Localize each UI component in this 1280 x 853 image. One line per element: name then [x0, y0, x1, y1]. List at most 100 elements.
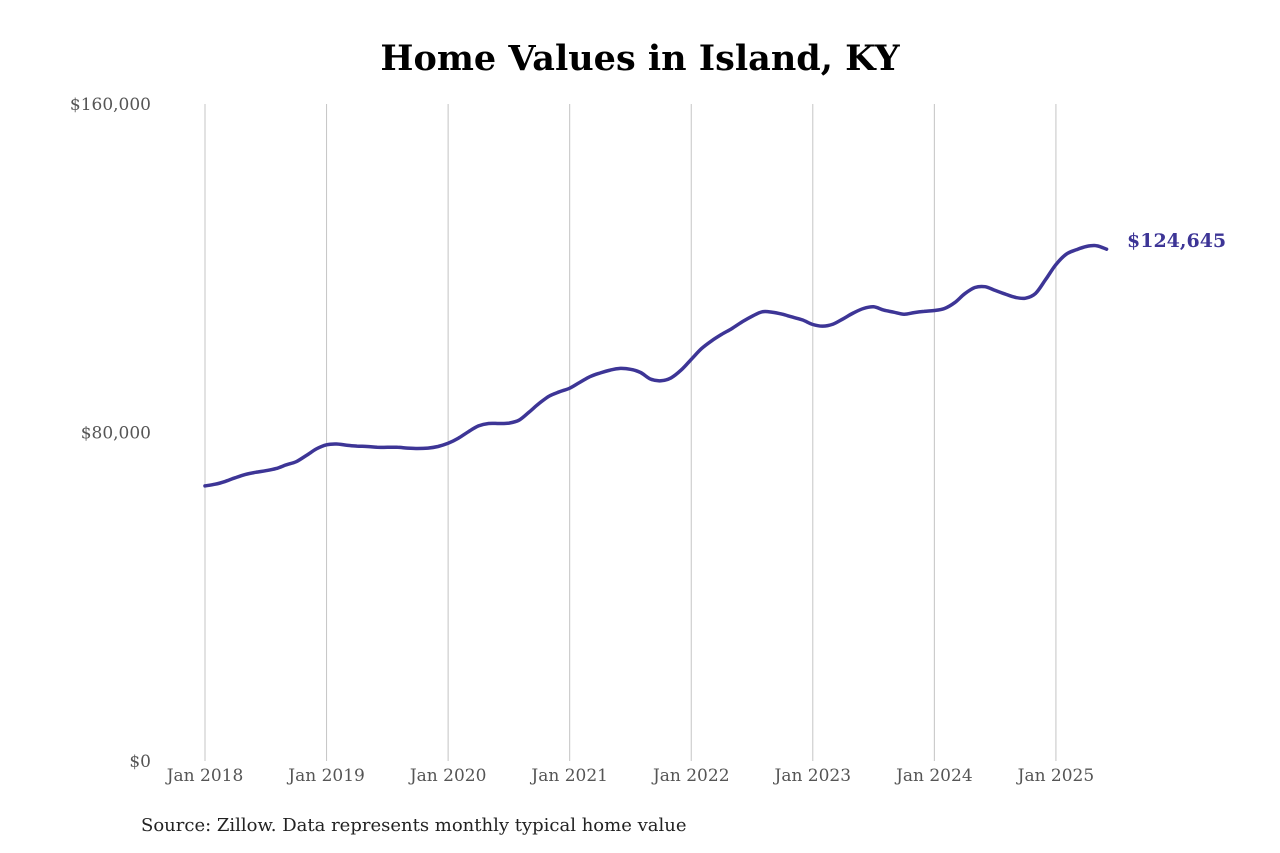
data-point [953, 301, 956, 304]
data-point [1034, 292, 1037, 295]
data-point [558, 390, 561, 393]
y-tick-label: $80,000 [81, 424, 151, 444]
y-tick-label: $0 [129, 752, 151, 772]
data-point [467, 430, 470, 433]
data-point [1105, 248, 1108, 251]
data-point [892, 311, 895, 314]
data-point [285, 463, 288, 466]
data-point [720, 333, 723, 336]
data-point [588, 375, 591, 378]
data-point [619, 367, 622, 370]
data-point [649, 378, 652, 381]
data-point [335, 443, 338, 446]
data-point [356, 445, 359, 448]
data-point [518, 419, 521, 422]
x-tick-label: Jan 2025 [1016, 766, 1095, 786]
data-point [376, 446, 379, 449]
y-axis-ticks: $0 $80,000 $160,000 [70, 95, 151, 772]
data-point [801, 319, 804, 322]
x-tick-label: Jan 2023 [773, 766, 852, 786]
data-point [903, 313, 906, 316]
data-point [842, 317, 845, 320]
data-point [862, 307, 865, 310]
data-point [578, 381, 581, 384]
data-point [264, 469, 267, 472]
data-point [730, 327, 733, 330]
chart-title: Home Values in Island, KY [380, 38, 900, 79]
data-points [204, 244, 1109, 487]
data-point [973, 286, 976, 289]
data-point [984, 285, 987, 288]
data-point [690, 358, 693, 361]
data-point [751, 315, 754, 318]
data-point [781, 313, 784, 316]
data-point [507, 422, 510, 425]
data-point [791, 316, 794, 319]
data-point [437, 445, 440, 448]
data-point [994, 289, 997, 292]
data-point [1095, 244, 1098, 247]
data-point [1004, 293, 1007, 296]
data-point [609, 369, 612, 372]
data-point [295, 460, 298, 463]
data-point [680, 369, 683, 372]
data-point [670, 376, 673, 379]
data-point [487, 422, 490, 425]
data-point [639, 371, 642, 374]
data-point [740, 321, 743, 324]
data-point [821, 325, 824, 328]
data-point [244, 473, 247, 476]
data-point [1085, 245, 1088, 248]
data-point [1044, 278, 1047, 281]
data-point [406, 447, 409, 450]
data-point [1075, 248, 1078, 251]
data-point [923, 310, 926, 313]
data-point [1054, 263, 1057, 266]
x-tick-label: Jan 2019 [286, 766, 365, 786]
data-point [548, 395, 551, 398]
x-tick-label: Jan 2018 [165, 766, 244, 786]
data-point [700, 347, 703, 350]
x-tick-label: Jan 2021 [529, 766, 608, 786]
source-note: Source: Zillow. Data represents monthly … [141, 815, 687, 836]
data-point [416, 447, 419, 450]
data-point [315, 447, 318, 450]
data-point [761, 310, 764, 313]
data-point [710, 339, 713, 342]
data-point [963, 292, 966, 295]
data-point [274, 467, 277, 470]
data-point [1024, 297, 1027, 300]
data-point [1065, 253, 1068, 256]
data-point [943, 307, 946, 310]
data-point [457, 437, 460, 440]
data-point [214, 483, 217, 486]
data-point [477, 424, 480, 427]
data-point [811, 323, 814, 326]
data-point [234, 476, 237, 479]
data-point [913, 311, 916, 314]
data-point [629, 368, 632, 371]
data-point [254, 471, 257, 474]
data-point [599, 372, 602, 375]
data-point [538, 402, 541, 405]
gridlines [204, 104, 1057, 761]
data-point [396, 446, 399, 449]
data-point [852, 312, 855, 315]
x-axis-ticks: Jan 2018 Jan 2019 Jan 2020 Jan 2021 Jan 2022… [165, 766, 1094, 786]
data-point [872, 305, 875, 308]
x-tick-label: Jan 2022 [651, 766, 730, 786]
data-point [1014, 296, 1017, 299]
data-point [882, 309, 885, 312]
data-point [659, 379, 662, 382]
x-tick-label: Jan 2024 [894, 766, 973, 786]
data-point [832, 323, 835, 326]
x-tick-label: Jan 2020 [408, 766, 487, 786]
data-point [345, 444, 348, 447]
data-point [305, 454, 308, 457]
end-value-label: $124,645 [1127, 230, 1226, 252]
data-point [497, 422, 500, 425]
data-point [426, 447, 429, 450]
data-point [204, 484, 207, 487]
data-point [447, 442, 450, 445]
